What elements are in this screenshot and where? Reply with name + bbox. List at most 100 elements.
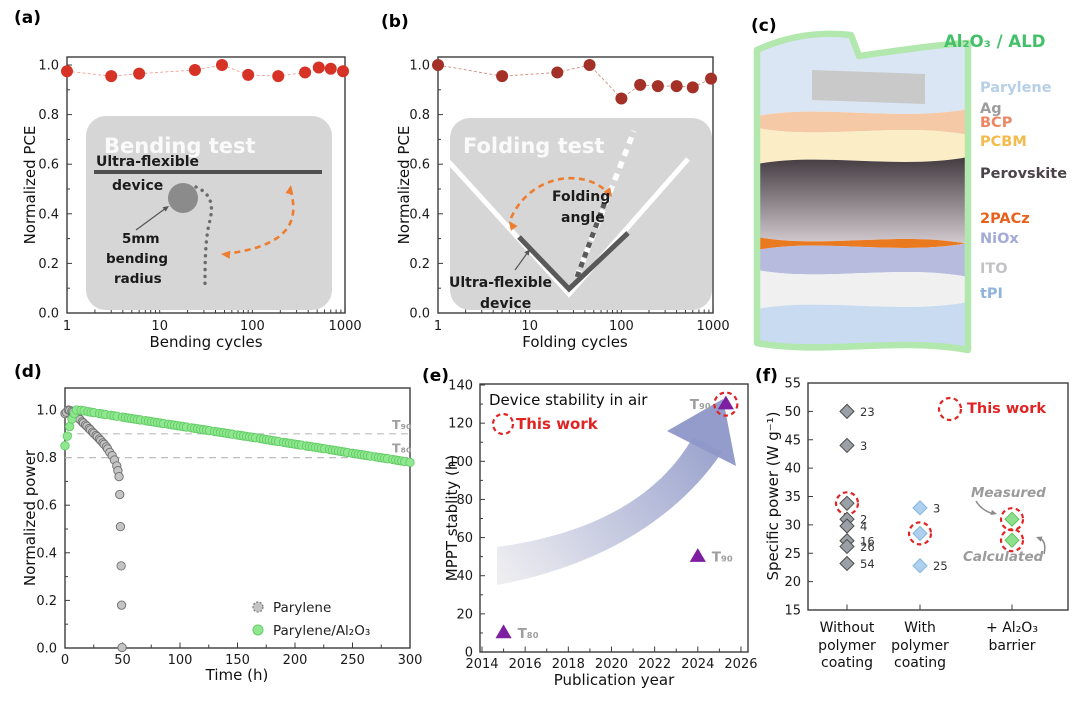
layer-label-tpi: tPI: [980, 286, 1003, 302]
data-point: [105, 70, 118, 83]
y-tick-label: 0.2: [36, 594, 57, 609]
layer-label-2pacz: 2PACz: [980, 211, 1030, 227]
data-point: [670, 80, 683, 93]
data-point-triangle: [495, 624, 512, 639]
data-point-diamond: [912, 525, 928, 542]
y-tick-label: 0.4: [36, 546, 57, 561]
x-tick-label: 0: [61, 653, 69, 668]
category-label: Without polymer coating: [818, 620, 876, 671]
data-point-diamond: [839, 518, 855, 534]
x-tick-label: 100: [168, 653, 193, 668]
data-point: [551, 66, 564, 79]
data-point: [272, 70, 285, 83]
point-label: 3: [860, 439, 867, 453]
threshold-label: T₉₀: [392, 417, 411, 432]
y-tick-label: 0.0: [38, 307, 59, 322]
y-tick-label: 0.0: [409, 307, 430, 322]
arrowhead-icon: [221, 250, 231, 259]
y-tick-label: 20: [456, 607, 473, 622]
layer-band: [757, 302, 968, 350]
point-label: 54: [860, 557, 875, 571]
f-this-work: This work: [967, 401, 1047, 417]
point-label: 16: [860, 534, 875, 548]
x-tick-label: 10: [521, 319, 538, 334]
plot-frame-d: [64, 387, 411, 649]
point-label: 3: [933, 501, 940, 515]
point-label: T₉₀: [712, 550, 733, 566]
data-point: [64, 422, 75, 432]
y-tick-label: 80: [456, 493, 473, 508]
x-tick-label: 100: [609, 319, 634, 334]
x-tick-label: 2018: [552, 657, 585, 672]
y-tick-label: 30: [784, 518, 801, 533]
layer-label-bcp: BCP: [980, 115, 1013, 131]
plot-frame-f: [807, 382, 1069, 611]
panel-c-letter: (c): [751, 16, 777, 36]
y-tick-label: 50: [784, 405, 801, 420]
data-point-diamond: [839, 403, 855, 420]
x-tick-label: 1000: [329, 319, 362, 334]
data-point: [116, 561, 126, 571]
data-point-diamond: [1004, 532, 1020, 548]
data-point-diamond: [839, 495, 855, 512]
x-tick-label: 250: [340, 653, 365, 668]
y-tick-label: 40: [784, 462, 801, 477]
data-point: [117, 642, 127, 653]
y-tick-label: 0.6: [409, 158, 430, 173]
fold-angle-arrow: [509, 176, 612, 219]
data-point-diamond: [839, 538, 855, 555]
threshold-label: T₈₀: [392, 441, 411, 456]
bent-device-dotted: [194, 185, 214, 291]
device-label: device: [112, 178, 163, 194]
panel-f-letter: (f): [755, 366, 778, 386]
layer-band: [757, 237, 968, 250]
legend-parylene-al2o3: Parylene/Al₂O₃: [273, 623, 371, 639]
point-label: 4: [860, 520, 867, 534]
axis-ylabel-a: Normalized PCE: [21, 125, 39, 245]
layer-label-pcbm: PCBM: [980, 134, 1027, 150]
data-point: [337, 65, 350, 78]
panel-b-letter: (b): [381, 12, 409, 32]
x-tick-label: 150: [225, 653, 250, 668]
x-tick-label: 2024: [681, 657, 714, 672]
x-tick-label: 2016: [509, 657, 542, 672]
axis-xlabel-e: Publication year: [553, 671, 675, 689]
y-tick-label: 0.2: [409, 257, 430, 272]
device-label: Ultra-flexible: [96, 154, 199, 170]
data-point-diamond: [912, 500, 928, 516]
y-tick-label: 15: [784, 604, 801, 619]
axis-xlabel-d: Time (h): [205, 666, 269, 684]
legend-parylene: Parylene: [273, 600, 332, 616]
point-label: 26: [860, 540, 875, 554]
category-label: + Al₂O₃ barrier: [986, 620, 1038, 654]
ag-electrode: [812, 70, 925, 104]
arrowhead-icon: [524, 249, 530, 256]
arrowhead-icon: [603, 187, 612, 197]
data-point: [324, 62, 337, 75]
x-tick-label: 2020: [595, 657, 628, 672]
data-point: [62, 431, 72, 441]
rotation-arrow: [224, 188, 295, 256]
data-point: [583, 59, 596, 71]
layer-band: [757, 243, 968, 277]
y-tick-label: 1.0: [36, 404, 57, 419]
y-tick-label: 20: [784, 575, 801, 590]
category-label: With polymer coating: [891, 620, 949, 671]
inset-title: Bending test: [104, 134, 256, 158]
y-tick-label: 1.0: [38, 59, 59, 74]
axis-ylabel-d: Normalized power: [21, 449, 39, 587]
data-point: [242, 68, 255, 81]
x-tick-label: 1000: [697, 319, 730, 334]
arrowhead-icon: [990, 509, 997, 516]
e-this-work: This work: [516, 415, 598, 433]
point-label: 23: [860, 405, 875, 419]
y-tick-label: 40: [456, 569, 473, 584]
radius-label: radius: [114, 271, 162, 287]
panel-d-letter: (d): [14, 362, 42, 382]
point-label: T₈₀: [518, 626, 539, 642]
inset-title: Folding test: [463, 134, 604, 158]
folded-device: [517, 231, 630, 293]
f-annotation-calculated: Calculated: [963, 549, 1044, 565]
device-label: Ultra-flexible: [449, 275, 552, 291]
layer-band: [757, 157, 968, 244]
